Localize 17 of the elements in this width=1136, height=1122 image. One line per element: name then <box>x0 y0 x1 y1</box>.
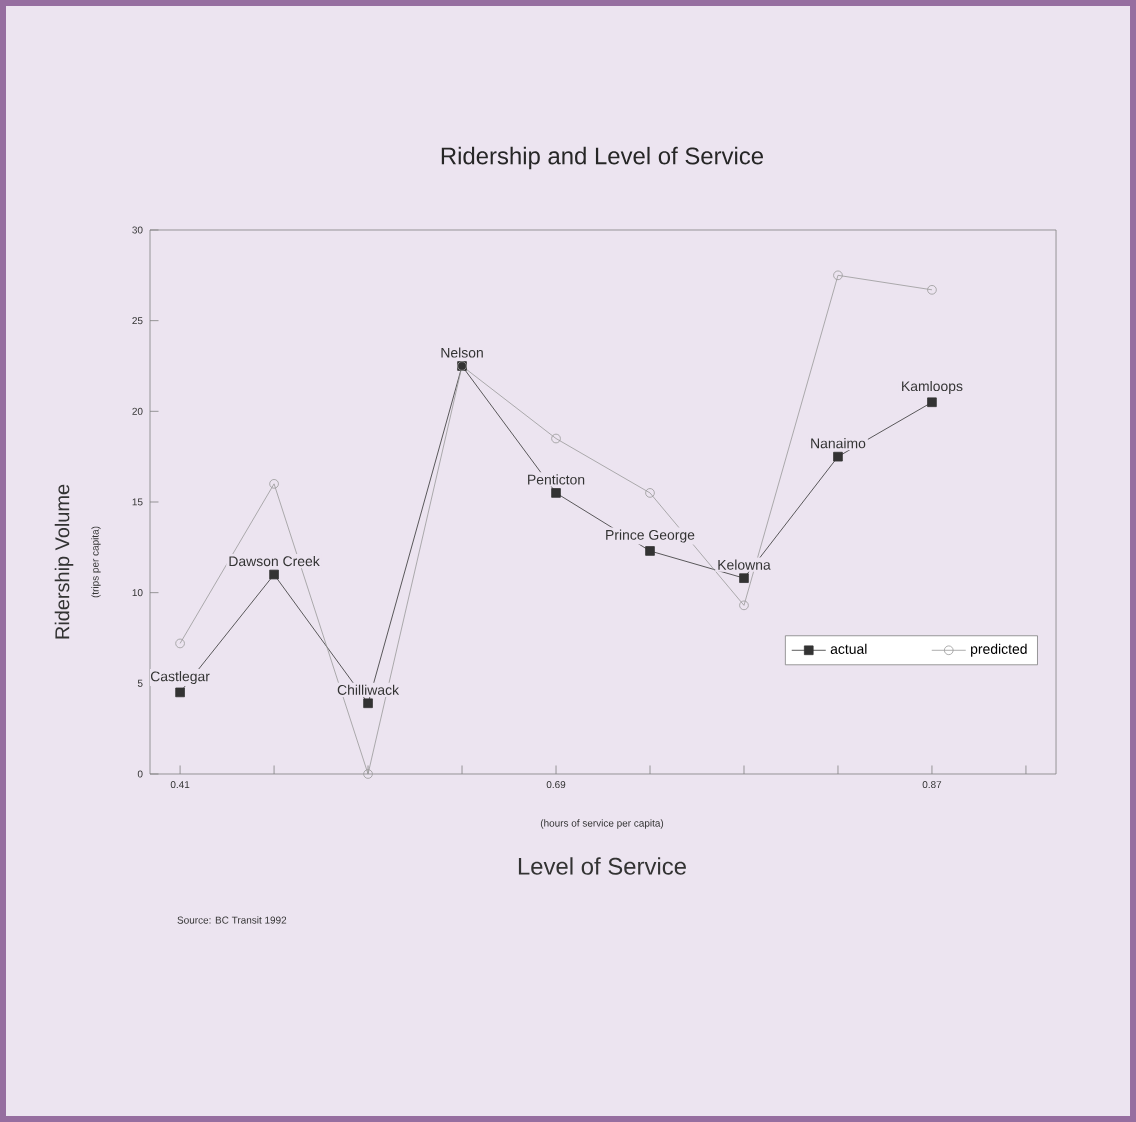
point <box>645 488 655 498</box>
point <box>269 569 279 580</box>
point <box>551 488 561 498</box>
point <box>269 479 279 489</box>
point <box>739 600 749 611</box>
point <box>175 687 185 698</box>
point <box>363 698 373 709</box>
point <box>833 451 843 462</box>
x-axis-title: Level of Service <box>518 857 686 875</box>
y-axis-title: Ridership Volume <box>54 484 74 639</box>
chart-title: Ridership and Level of Service <box>441 146 764 170</box>
point <box>551 433 561 444</box>
point <box>363 769 373 779</box>
point <box>927 397 937 408</box>
point <box>645 546 655 556</box>
point <box>739 573 749 583</box>
point <box>833 270 843 281</box>
